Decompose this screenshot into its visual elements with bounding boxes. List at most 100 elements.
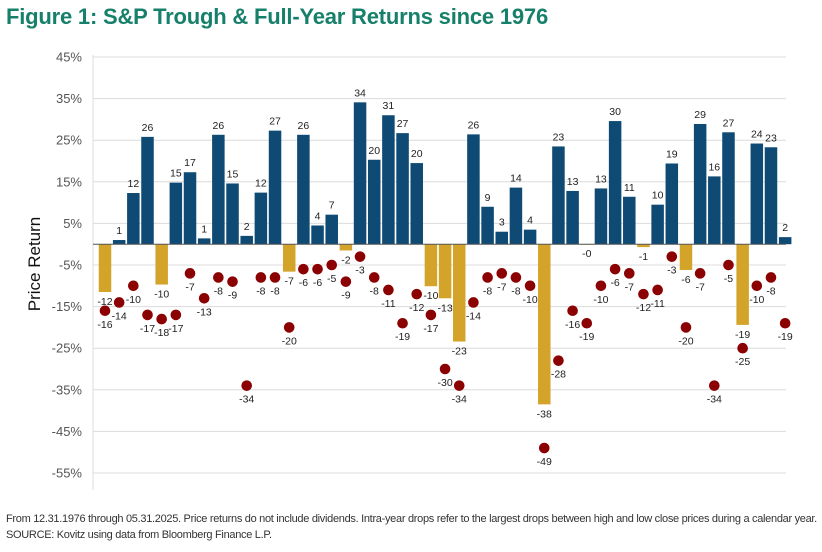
drop-marker bbox=[411, 288, 423, 300]
return-bar-label: 15 bbox=[170, 168, 182, 180]
return-bar-label: -38 bbox=[537, 408, 552, 420]
y-tick-label: 25% bbox=[56, 133, 82, 148]
drop-marker bbox=[538, 442, 550, 454]
drop-marker bbox=[213, 272, 224, 283]
drop-marker bbox=[709, 380, 720, 391]
return-bar-label: 34 bbox=[354, 87, 366, 99]
return-bar-label: 1 bbox=[201, 223, 207, 235]
return-bar bbox=[268, 130, 282, 245]
y-tick-label: -15% bbox=[52, 299, 83, 314]
return-bar-label: -19 bbox=[735, 329, 750, 341]
return-bar bbox=[98, 244, 112, 293]
return-bar-label: -12 bbox=[97, 296, 112, 308]
drop-marker bbox=[680, 322, 692, 333]
return-bar-label: 27 bbox=[397, 118, 409, 130]
drop-marker bbox=[128, 280, 139, 292]
return-bar-label: 17 bbox=[184, 157, 196, 169]
return-bar-label: 29 bbox=[694, 109, 706, 121]
return-bar-label: 13 bbox=[595, 173, 607, 185]
drop-marker-label: -11 bbox=[381, 298, 396, 310]
return-bar bbox=[382, 115, 395, 245]
return-bar-label: 12 bbox=[255, 178, 267, 190]
drop-marker-label: -18 bbox=[154, 327, 169, 339]
return-bar-label: 26 bbox=[213, 120, 225, 132]
drop-marker bbox=[751, 280, 763, 292]
drop-marker-label: -10 bbox=[749, 294, 764, 306]
drop-marker-label: -8 bbox=[270, 285, 279, 297]
drop-marker-label: -17 bbox=[168, 323, 183, 335]
y-tick-label: 15% bbox=[56, 174, 82, 189]
drop-marker bbox=[241, 380, 252, 391]
return-bar-labels: -1211226-1015171261521227-72647-23420312… bbox=[97, 87, 788, 420]
return-bar-label: 20 bbox=[411, 148, 423, 160]
drop-marker bbox=[553, 355, 564, 366]
return-bar bbox=[127, 193, 140, 245]
return-bar bbox=[212, 134, 225, 245]
return-bar-label: 19 bbox=[666, 148, 678, 160]
return-bar bbox=[538, 244, 551, 405]
drop-marker bbox=[510, 272, 522, 283]
return-bar-label: -10 bbox=[154, 289, 169, 301]
drop-marker bbox=[354, 251, 366, 262]
drop-marker-label: -5 bbox=[724, 273, 733, 285]
return-bar bbox=[778, 237, 792, 245]
return-bar-label: 3 bbox=[499, 217, 505, 229]
drop-marker-label: -12 bbox=[409, 302, 424, 314]
return-bar bbox=[651, 204, 664, 245]
drop-marker bbox=[340, 276, 352, 287]
drop-marker-label: -8 bbox=[370, 285, 379, 297]
return-bar bbox=[467, 134, 480, 245]
y-tick-label: -35% bbox=[52, 382, 83, 397]
return-bar bbox=[679, 244, 693, 270]
return-bar bbox=[523, 229, 537, 245]
return-bar-label: -0 bbox=[582, 248, 591, 260]
drop-marker-label: -34 bbox=[239, 394, 254, 406]
y-tick-label: -25% bbox=[52, 341, 83, 356]
drop-marker-label: -16 bbox=[97, 319, 112, 331]
drop-marker bbox=[255, 272, 267, 283]
drop-marker bbox=[567, 305, 578, 317]
drop-marker bbox=[156, 313, 167, 325]
y-axis-label: Price Return bbox=[25, 217, 44, 311]
drop-marker-label: -20 bbox=[678, 335, 693, 347]
drop-marker bbox=[113, 297, 125, 308]
drop-marker bbox=[623, 268, 635, 279]
return-bar bbox=[183, 172, 197, 245]
return-bar-label: 23 bbox=[553, 131, 565, 143]
return-bar-label: 2 bbox=[782, 222, 788, 234]
return-bar-label: 4 bbox=[315, 210, 321, 222]
y-tick-label: 45% bbox=[56, 50, 82, 65]
return-bar-label: -6 bbox=[681, 274, 690, 286]
drop-marker-label: -19 bbox=[778, 331, 793, 343]
return-bar bbox=[339, 244, 353, 251]
return-bar bbox=[495, 231, 509, 245]
drop-marker-label: -8 bbox=[766, 285, 775, 297]
drop-marker bbox=[609, 263, 621, 275]
return-bar bbox=[226, 183, 239, 245]
return-bar-label: 14 bbox=[510, 173, 522, 185]
return-bar-label: 10 bbox=[652, 190, 664, 202]
drop-marker bbox=[383, 284, 394, 296]
drop-markers bbox=[99, 251, 791, 454]
drop-marker bbox=[269, 272, 281, 283]
drop-marker bbox=[368, 272, 380, 283]
drop-marker-label: -28 bbox=[551, 369, 566, 381]
return-bar-label: 9 bbox=[485, 192, 491, 204]
drop-marker bbox=[581, 317, 593, 329]
return-bar-label: 15 bbox=[227, 168, 239, 180]
return-bar-label: 1 bbox=[116, 225, 122, 237]
return-bar bbox=[254, 192, 268, 245]
return-bar-label: 12 bbox=[127, 178, 139, 190]
y-tick-label: -55% bbox=[52, 466, 83, 481]
drop-marker-label: -17 bbox=[140, 323, 155, 335]
drop-marker bbox=[453, 380, 465, 391]
return-bar-label: 16 bbox=[708, 161, 720, 173]
drop-marker-label: -34 bbox=[707, 394, 722, 406]
grid-lines bbox=[92, 55, 786, 490]
chart-title: Figure 1: S&P Trough & Full-Year Returns… bbox=[6, 4, 548, 29]
drop-marker bbox=[496, 268, 508, 279]
return-bar-label: 27 bbox=[269, 116, 281, 128]
return-bar-label: 26 bbox=[142, 122, 154, 134]
drop-marker-label: -20 bbox=[282, 335, 297, 347]
drop-marker bbox=[595, 280, 607, 292]
